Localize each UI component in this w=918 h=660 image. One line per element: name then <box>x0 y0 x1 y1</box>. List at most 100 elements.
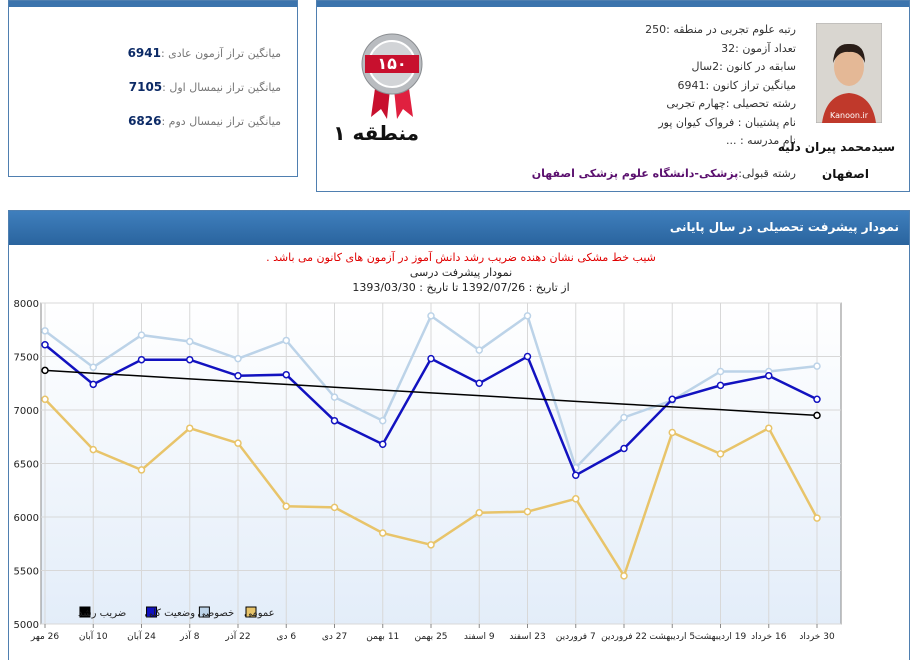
badge: ۱۵۰ <box>361 33 423 119</box>
y-tick-label: 7000 <box>14 406 39 417</box>
data-point <box>572 471 580 480</box>
average-value: 6826 <box>128 114 162 128</box>
data-point <box>234 439 242 447</box>
data-point <box>475 346 483 354</box>
photo-shirt <box>822 93 876 123</box>
data-point <box>330 503 339 512</box>
y-tick-label: 6500 <box>14 460 39 471</box>
detail: تعداد آزمون :32 <box>721 42 796 55</box>
x-tick-label: 23 اسفند <box>509 632 545 642</box>
data-point <box>765 372 773 380</box>
data-point <box>668 395 676 404</box>
chart: شیب خط مشکی نشان دهنده ضریب رشد دانش آمو… <box>14 250 842 642</box>
panel-title: نمودار پیشرفت تحصیلی در سال پایانی <box>669 220 899 234</box>
accepted-value: پزشکی-دانشگاه علوم پزشکی اصفهان <box>531 167 739 180</box>
chart-panel: نمودار پیشرفت تحصیلی در سال پایانی شیب خ… <box>8 210 910 660</box>
photo-hair <box>833 43 865 63</box>
detail: میانگین تراز کانون :6941 <box>677 79 797 92</box>
data-point <box>186 424 194 432</box>
profile-box: ۱۵۰ منطقه ۱ Kanoon.ir سیدمحمد پیران دلیه… <box>316 0 910 192</box>
chart-subtitle: از تاریخ : 1392/07/26 تا تاریخ : 1393/03… <box>352 281 569 294</box>
data-point <box>475 508 483 517</box>
x-tick-label: 6 دی <box>276 632 296 642</box>
data-point <box>813 362 821 370</box>
y-tick-label: 7500 <box>14 353 39 364</box>
photo-caption: Kanoon.ir <box>830 111 869 120</box>
y-tick-label: 6000 <box>14 513 39 524</box>
data-point <box>186 355 194 364</box>
legend-swatch <box>79 606 91 618</box>
data-point <box>620 444 628 453</box>
detail: رتبه علوم تجربی در منطقه :250 <box>645 23 796 36</box>
x-tick-label: 7 فروردین <box>556 632 596 642</box>
data-point <box>427 312 435 320</box>
data-point <box>137 355 146 364</box>
region: منطقه ۱ <box>333 121 419 145</box>
data-point <box>234 354 242 363</box>
data-point <box>572 495 580 503</box>
data-point <box>41 340 49 349</box>
data-point <box>282 502 290 511</box>
photo: Kanoon.ir <box>816 23 882 123</box>
detail: رشته تحصیلی :چهارم تجربی <box>666 97 796 110</box>
data-point <box>137 331 146 339</box>
data-point <box>379 440 387 448</box>
x-tick-label: 9 اسفند <box>464 632 495 642</box>
data-point <box>668 428 676 437</box>
data-point <box>765 424 773 432</box>
accepted-label: رشته قبولی: <box>738 167 796 180</box>
student-name: سیدمحمد پیران دلیه <box>777 140 895 154</box>
medal-band <box>365 55 419 73</box>
average-label: میانگین تراز آزمون عادی : <box>160 47 281 60</box>
data-point <box>523 507 532 516</box>
data-point <box>716 367 725 376</box>
x-tick-label: 10 آبان <box>79 630 108 642</box>
x-tick-label: 11 بهمن <box>366 632 399 642</box>
data-point <box>89 445 97 454</box>
data-point <box>137 466 146 474</box>
average-value: 7105 <box>128 80 163 94</box>
data-point <box>813 411 821 420</box>
x-tick-label: 5 اردیبهشت <box>649 632 695 642</box>
data-point <box>427 541 435 549</box>
data-point <box>330 416 339 425</box>
average-row: میانگین تراز نیمسال اول :7105 <box>129 80 281 94</box>
x-tick-label: 22 آذر <box>224 630 250 642</box>
data-point <box>89 363 97 371</box>
y-tick-label: 8000 <box>14 299 39 310</box>
legend-label: خصوصی <box>197 608 234 619</box>
x-tick-label: 25 بهمن <box>414 632 447 642</box>
badge-number: ۱۵۰ <box>377 54 406 73</box>
data-point <box>427 354 435 363</box>
data-point <box>813 514 821 522</box>
x-tick-label: 8 آذر <box>179 630 200 642</box>
panel-header: نمودار پیشرفت تحصیلی در سال پایانی <box>9 211 909 245</box>
box-strip <box>317 1 909 7</box>
x-tick-label: 24 آبان <box>127 630 156 642</box>
legend-label: ضریب رشد <box>78 608 126 619</box>
x-tick-label: 27 دی <box>322 632 347 642</box>
legend-swatch <box>245 606 257 618</box>
data-point <box>330 393 339 401</box>
data-point <box>282 336 290 345</box>
data-point <box>813 395 821 404</box>
legend-swatch <box>146 606 158 618</box>
x-tick-label: 16 خرداد <box>751 632 787 642</box>
x-tick-label: 19 اردیبهشت <box>695 632 747 642</box>
data-point <box>41 395 49 404</box>
average-label: میانگین تراز نیمسال دوم : <box>161 115 281 128</box>
average-row: میانگین تراز آزمون عادی :6941 <box>128 46 281 60</box>
data-point <box>234 372 242 380</box>
data-point <box>41 366 49 375</box>
accepted: رشته قبولی:پزشکی-دانشگاه علوم پزشکی اصفه… <box>532 167 796 180</box>
data-point <box>620 413 628 422</box>
data-point <box>186 337 194 346</box>
averages-box: میانگین تراز آزمون عادی :6941 میانگین تر… <box>8 0 298 177</box>
data-point <box>716 381 725 390</box>
chart-title: نمودار پیشرفت درسی <box>410 266 512 279</box>
data-point <box>379 416 387 425</box>
y-tick-label: 5000 <box>14 620 39 631</box>
x-tick-label: 22 فروردین <box>601 632 647 642</box>
y-tick-label: 5500 <box>14 567 39 578</box>
legend-label: عمومی <box>244 608 275 619</box>
